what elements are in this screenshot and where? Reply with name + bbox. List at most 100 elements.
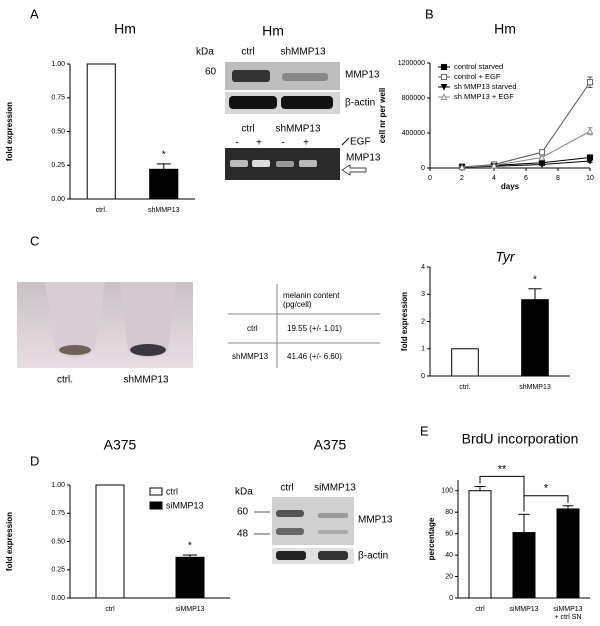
panel-letter: D xyxy=(30,453,39,468)
point xyxy=(538,153,546,161)
point xyxy=(586,127,594,135)
y-tick-label: 4 xyxy=(421,264,425,271)
melanin-table: melanin content (pg/cell) ctrl 19.55 (+/-… xyxy=(228,284,380,368)
y-tick-label: 800000 xyxy=(402,95,425,102)
y-tick-label: 0.00 xyxy=(51,196,65,203)
legend-marker xyxy=(440,63,448,71)
panel-letter: A xyxy=(30,6,39,21)
treatment-lane: + xyxy=(303,138,309,149)
blot-marker: 48 xyxy=(237,529,249,540)
y-tick-label: 20 xyxy=(445,573,453,580)
y-tick-label: 60 xyxy=(445,530,453,537)
blot-band-label: β-actin xyxy=(345,98,375,109)
blot-a375: A375 kDa 60 48 ctrl siMMP13 MMP13 β-acti… xyxy=(235,437,393,564)
blot-band xyxy=(318,530,348,534)
x-axis-label: days xyxy=(501,182,520,191)
series-line xyxy=(461,130,591,168)
y-axis-label: fold expression xyxy=(5,102,14,161)
y-tick-label: 1200000 xyxy=(398,60,425,67)
y-axis-label: cell nr per well xyxy=(378,88,387,144)
y-tick-label: 0 xyxy=(421,165,425,172)
y-tick-label: 100 xyxy=(441,488,453,495)
panel-letters: A B C D E xyxy=(30,6,434,468)
x-tick-label: siMMP13 xyxy=(175,606,204,613)
blot-lane: shMMP13 xyxy=(275,124,320,135)
photo: ctrl. shMMP13 xyxy=(17,282,193,386)
chart-title: A375 xyxy=(104,437,137,453)
blot-title: Hm xyxy=(262,23,284,39)
x-tick-label: 4 xyxy=(492,175,496,182)
blot-band-label: β-actin xyxy=(358,551,388,562)
blot-band xyxy=(229,96,277,109)
y-axis-label: percentage xyxy=(427,517,436,560)
y-tick-label: 0.50 xyxy=(51,538,65,545)
photo-label: shMMP13 xyxy=(123,375,168,386)
blot-band xyxy=(276,510,304,517)
y-tick-label: 80 xyxy=(445,509,453,516)
blot-band xyxy=(281,96,333,109)
blot-lane: ctrl xyxy=(280,483,293,494)
significance: * xyxy=(188,541,192,552)
blot-band-label: MMP13 xyxy=(358,515,393,526)
bar xyxy=(175,556,205,599)
y-tick-label: 1.00 xyxy=(51,482,65,489)
treatment-lane: - xyxy=(235,138,238,149)
y-tick-label: 0.25 xyxy=(51,567,65,574)
x-tick-label: 8 xyxy=(556,175,560,182)
x-tick-label: 2 xyxy=(460,175,464,182)
x-tick-label: shMMP13 xyxy=(148,207,180,214)
x-tick-label: ctrl xyxy=(475,606,485,613)
x-tick-label: ctrl xyxy=(105,606,115,613)
y-tick-label: 0 xyxy=(449,595,453,602)
bar xyxy=(86,63,116,200)
bracket xyxy=(479,475,525,512)
bar xyxy=(451,348,479,377)
blot-band xyxy=(299,160,317,167)
pellet xyxy=(59,345,91,355)
panel-letter: E xyxy=(420,423,429,438)
y-tick-label: 0.75 xyxy=(51,510,65,517)
treatment-lane: - xyxy=(281,138,284,149)
blot-band xyxy=(318,551,348,560)
chart-title: BrdU incorporation xyxy=(462,431,579,447)
blot-unit: kDa xyxy=(235,487,253,498)
table-cell: ctrl xyxy=(247,324,258,333)
y-tick-label: 0.00 xyxy=(51,595,65,602)
blot-band xyxy=(230,160,248,167)
legend-marker xyxy=(440,83,448,91)
panel-letter: B xyxy=(425,6,434,21)
y-tick-label: 40 xyxy=(445,552,453,559)
bar xyxy=(149,168,179,200)
chart-title: Tyr xyxy=(495,249,516,265)
x-tick-label: siMMP13 + ctrl SN xyxy=(553,606,582,621)
y-tick-label: 0.75 xyxy=(51,95,65,102)
x-tick-label: 6 xyxy=(524,175,528,182)
blot-zymo: ctrl shMMP13 EGF - + - + MMP13 xyxy=(225,124,381,180)
significance: * xyxy=(533,274,537,285)
y-tick-label: 400000 xyxy=(402,130,425,137)
blot-lane: shMMP13 xyxy=(280,47,325,58)
y-tick-label: 2 xyxy=(421,318,425,325)
panel-letter: C xyxy=(30,233,39,248)
tube xyxy=(45,282,105,358)
legend-label: control + EGF xyxy=(454,72,501,81)
y-tick-label: 3 xyxy=(421,291,425,298)
bar xyxy=(521,299,549,377)
legend-label: sh MMP13 starved xyxy=(454,82,517,91)
chart-title: Hm xyxy=(114,21,136,37)
blot-band xyxy=(276,161,294,167)
treatment: EGF xyxy=(350,137,371,148)
treatment-mark xyxy=(341,137,350,146)
y-tick-label: 0 xyxy=(421,373,425,380)
y-tick-label: 0.50 xyxy=(51,128,65,135)
bar xyxy=(95,484,125,599)
legend-marker xyxy=(440,93,448,101)
blot-title: A375 xyxy=(314,437,347,453)
y-tick-label: 0.25 xyxy=(51,162,65,169)
bar xyxy=(556,508,580,599)
x-tick-label: shMMP13 xyxy=(519,384,551,391)
significance: ** xyxy=(498,463,507,475)
x-tick-label: 10 xyxy=(586,175,594,182)
blot-image xyxy=(272,497,354,545)
y-tick-label: 1 xyxy=(421,346,425,353)
